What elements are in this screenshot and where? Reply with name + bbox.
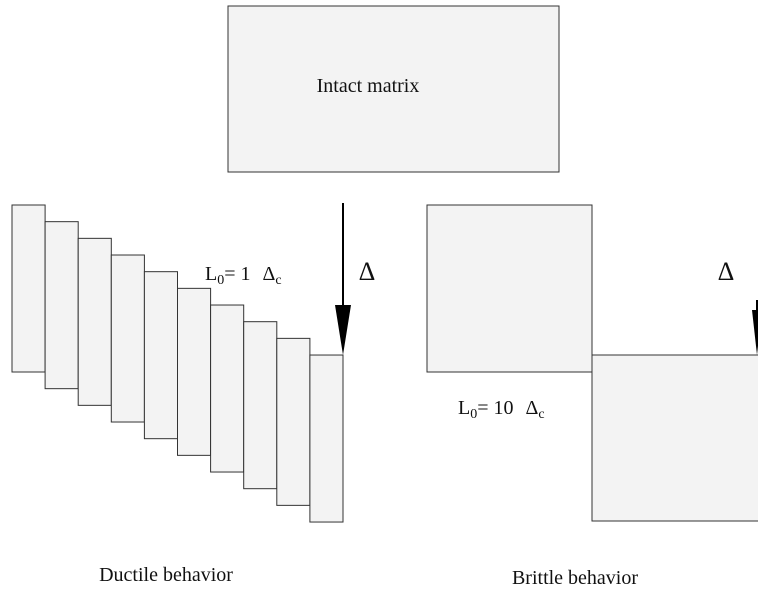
ductile-block (276, 337, 311, 506)
ductile-block (177, 287, 212, 456)
brittle-delta: Δ (718, 257, 735, 286)
ductile-arrow-head (335, 305, 351, 355)
intact-matrix-box (227, 5, 560, 173)
ductile-block (11, 204, 46, 373)
brittle-block-upper (426, 204, 593, 373)
subscript: 0 (217, 273, 224, 288)
ductile-blocks (11, 204, 344, 523)
equals: = 1 (224, 263, 250, 285)
ductile-delta: Δ (359, 257, 376, 286)
ductile-block (309, 354, 344, 523)
symbol: L (458, 397, 470, 419)
delta: Δ (263, 263, 276, 285)
ductile-block (77, 237, 112, 406)
subscript: 0 (470, 407, 477, 422)
delta-subscript: c (275, 273, 281, 288)
ductile-block (110, 254, 145, 423)
ductile-block (243, 321, 278, 490)
ductile-length-label: L0= 1 Δc (205, 263, 282, 288)
delta: Δ (526, 397, 539, 419)
ductile-block (143, 271, 178, 440)
brittle-caption: Brittle behavior (512, 567, 638, 589)
intact-label: Intact matrix (317, 75, 420, 97)
delta-subscript: c (538, 407, 544, 422)
brittle-block-lower (591, 354, 758, 522)
symbol: L (205, 263, 217, 285)
ductile-caption: Ductile behavior (99, 564, 233, 586)
brittle-length-label: L0= 10 Δc (458, 397, 545, 422)
ductile-block (210, 304, 245, 473)
equals: = 10 (477, 397, 513, 419)
brittle-arrow-head (752, 310, 758, 355)
ductile-block (44, 221, 79, 390)
